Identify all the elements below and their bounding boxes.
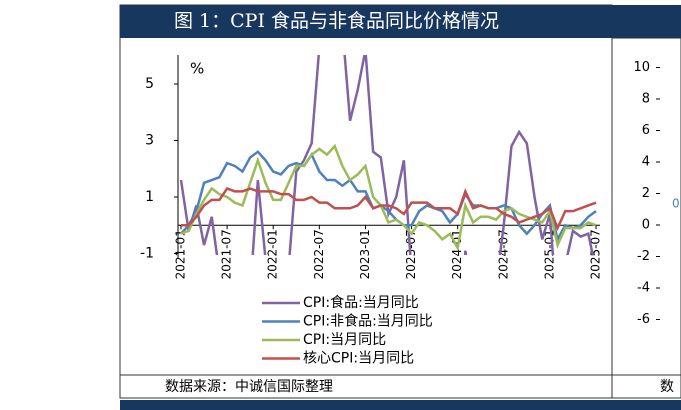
right-fragment: 0 xyxy=(672,197,680,211)
legend-label: 核心CPI:当月同比 xyxy=(303,351,414,367)
series-line xyxy=(179,55,595,255)
x-tick-label: 2021-07 xyxy=(220,229,234,279)
x-tick-label: 2021-01 xyxy=(174,229,188,279)
title-bar xyxy=(120,5,612,38)
series-line xyxy=(180,150,597,243)
legend-label: CPI:非食品:当月同比 xyxy=(303,313,433,330)
y-tick-label: 1 xyxy=(145,189,154,205)
x-tick-label: 2025-07 xyxy=(589,229,603,279)
right-y-tick-label: 4 xyxy=(642,155,650,170)
legend-label: CPI:食品:当月同比 xyxy=(303,294,419,311)
series-line xyxy=(181,187,597,232)
right-y-tick-label: 8 xyxy=(642,92,650,107)
source: 数据来源：中诚信国际整理 xyxy=(165,379,333,395)
right-y-tick-label: 2 xyxy=(642,186,650,201)
right-y-tick-label: 10 xyxy=(633,60,650,75)
x-tick-label: 2025-01 xyxy=(542,229,556,279)
right-y-tick-label: 6 xyxy=(642,123,650,138)
right-y-tick-label: -4 xyxy=(637,281,650,296)
chart-title: 图 1：CPI 食品与非食品同比价格情况 xyxy=(174,10,499,32)
bottom-bar xyxy=(120,400,681,410)
y-tick-label: 5 xyxy=(145,76,154,92)
right-title-bar xyxy=(612,5,681,38)
right-y-tick-label: -2 xyxy=(637,249,650,264)
right-frame xyxy=(611,37,681,399)
x-tick-label: 2023-01 xyxy=(358,229,372,279)
x-tick-label: 2022-01 xyxy=(266,229,280,279)
x-tick-label: 2024-07 xyxy=(496,229,510,279)
legend-label: CPI:当月同比 xyxy=(303,332,386,348)
right-y-tick-label: 0 xyxy=(642,218,650,233)
y-axis-label: % xyxy=(190,60,204,78)
y-tick-label: -1 xyxy=(140,246,154,262)
x-tick-label: 2022-07 xyxy=(312,229,326,279)
right-y-tick-label: -6 xyxy=(637,312,650,327)
right-source-fragment: 数 xyxy=(660,379,674,395)
y-tick-label: 3 xyxy=(145,133,154,149)
series-line xyxy=(180,143,597,252)
